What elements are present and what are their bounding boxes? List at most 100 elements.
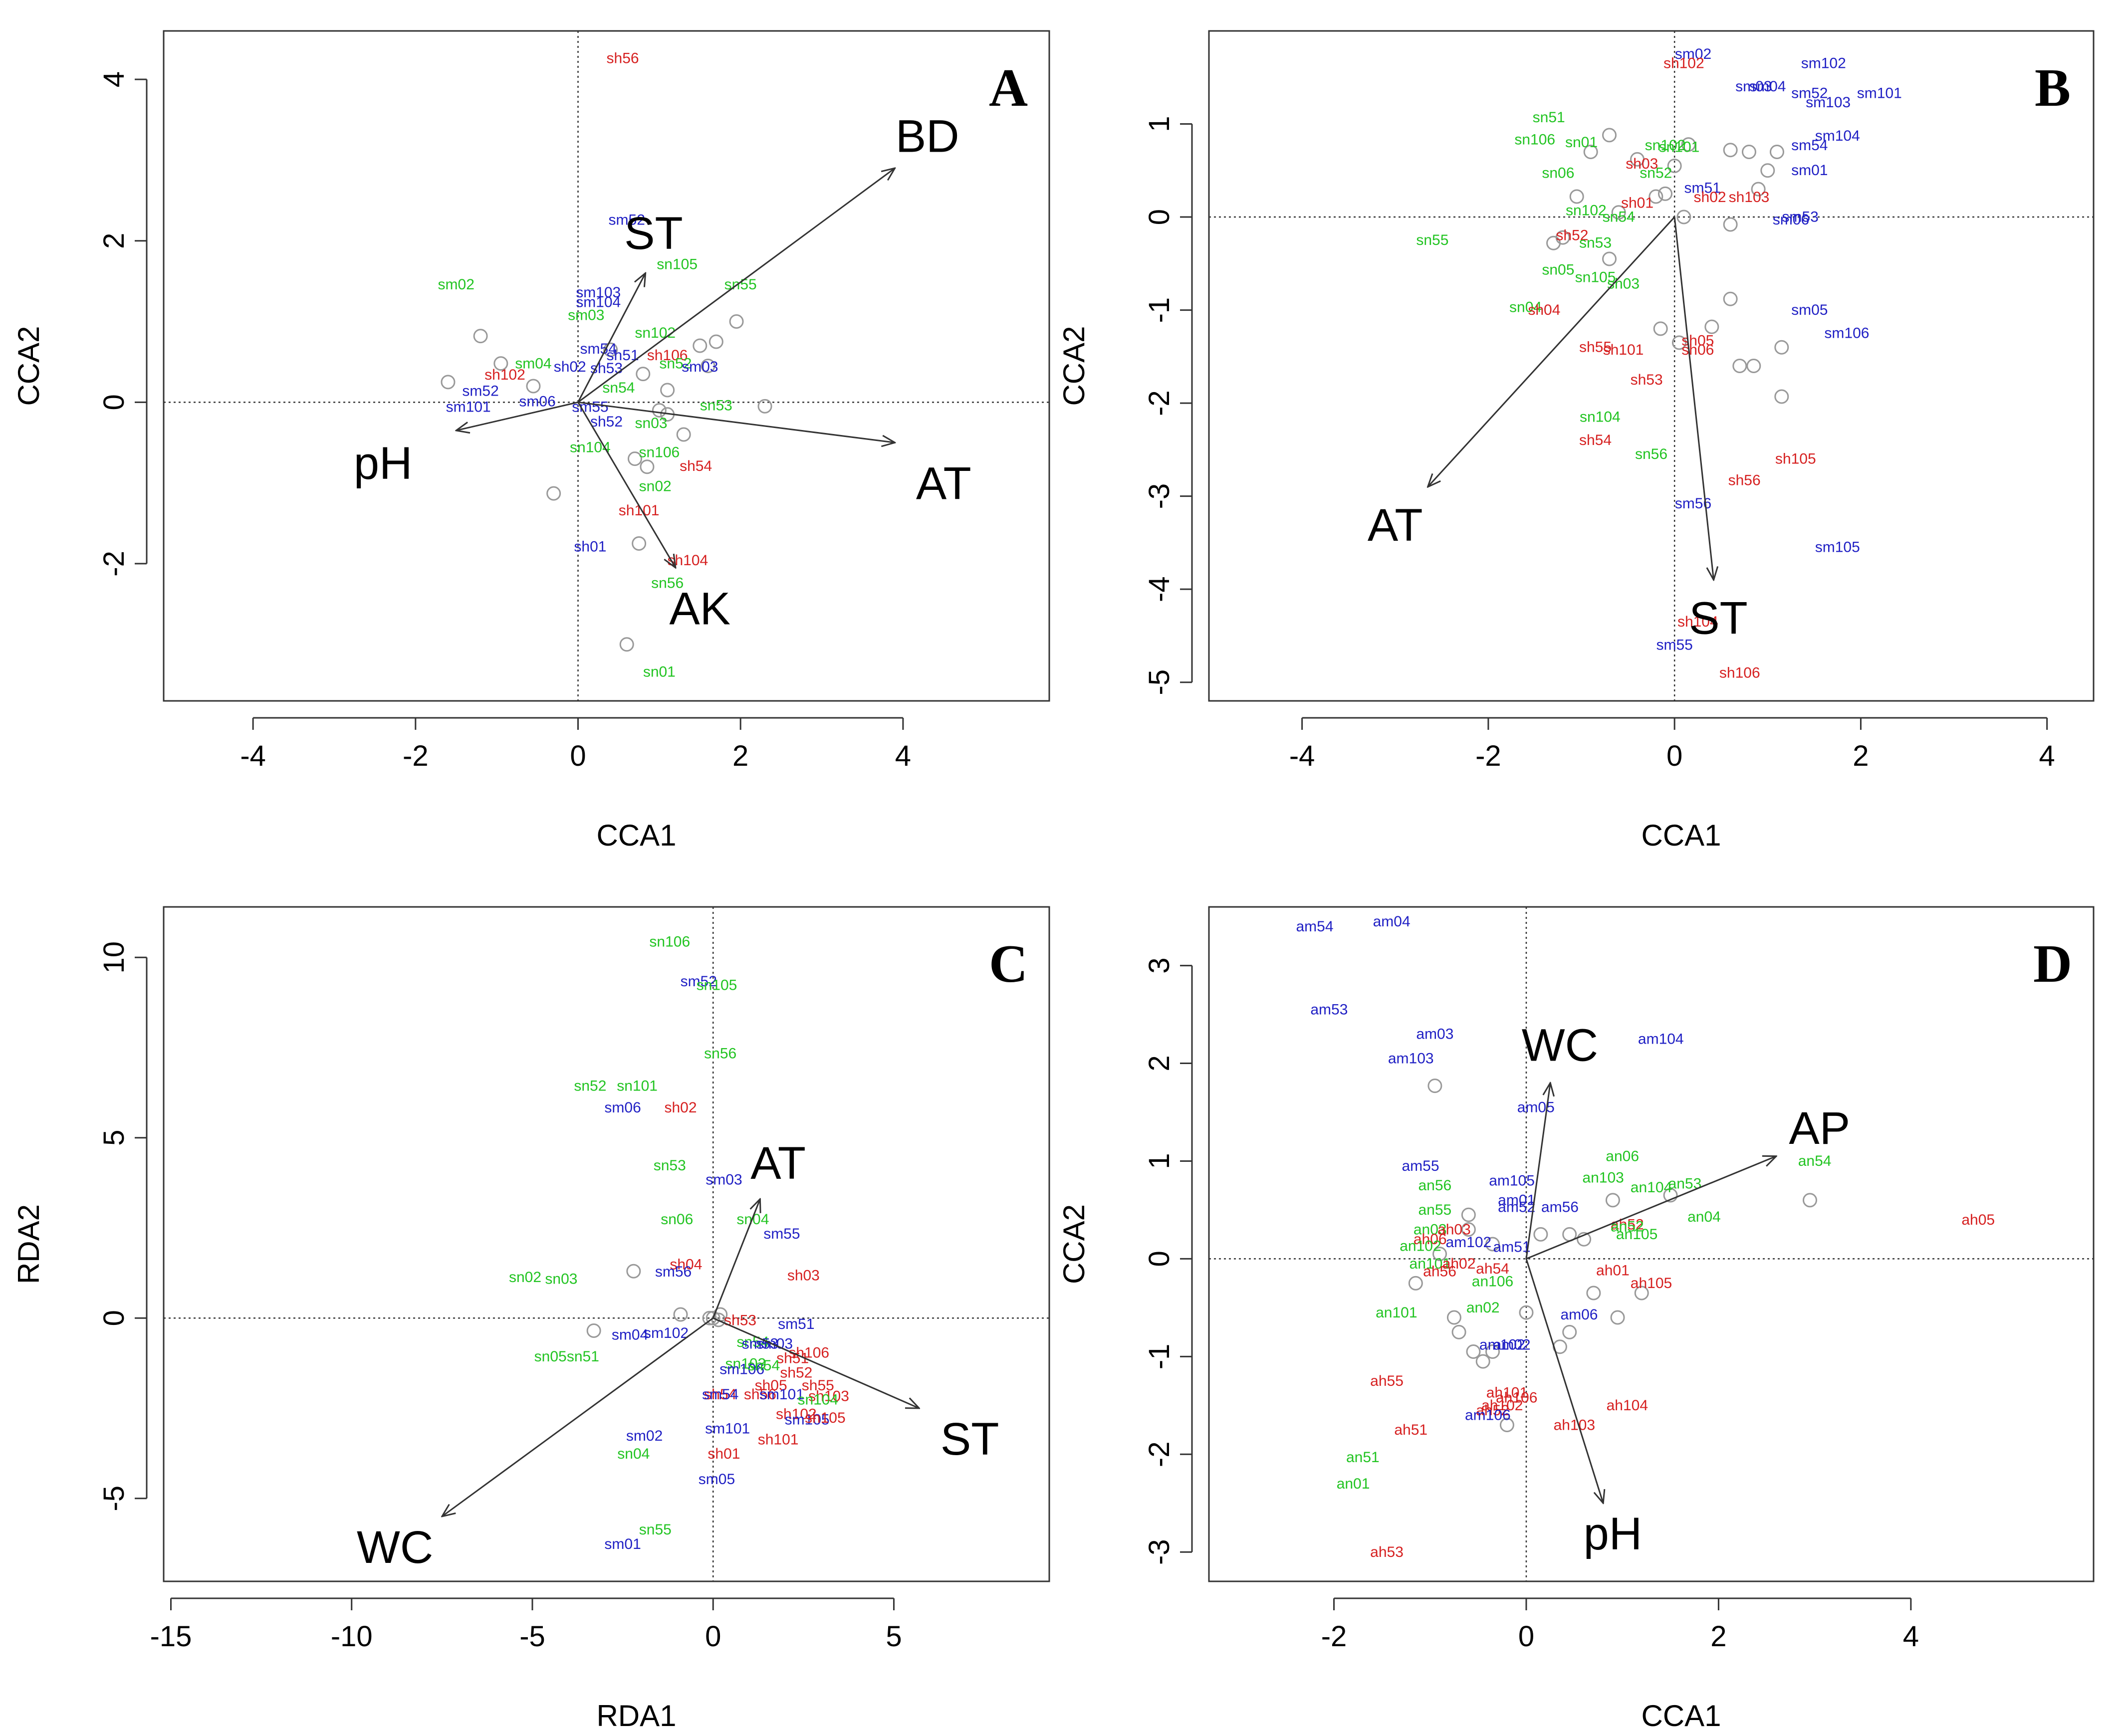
sample-point [640, 459, 655, 474]
sample-point [1676, 210, 1691, 224]
point-label: sh106 [1719, 664, 1760, 681]
point-label: sm105 [1815, 539, 1860, 556]
point-label: sn06 [1542, 165, 1574, 182]
point-label: am102 [1479, 1337, 1525, 1353]
x-tick-label: 4 [1903, 1620, 1919, 1653]
point-label: an103 [1582, 1170, 1624, 1186]
point-label: sm52 [609, 212, 645, 228]
point-label: an04 [1687, 1209, 1721, 1225]
point-label: sn55 [1416, 232, 1448, 248]
y-tick-label: -1 [1143, 297, 1176, 323]
x-tick-label: -10 [331, 1620, 373, 1653]
panel-letter: D [2033, 934, 2072, 994]
point-label: sn02 [639, 478, 672, 494]
point-label: sn01 [1565, 134, 1598, 151]
point-label: sh03 [787, 1267, 820, 1284]
sample-point [1446, 1310, 1461, 1325]
point-label: sm104 [1815, 128, 1860, 144]
point-label: sm102 [1801, 55, 1846, 72]
point-label: sh06 [1681, 342, 1714, 358]
point-label: sh102 [484, 367, 525, 383]
point-label: sm06 [604, 1099, 641, 1116]
point-label: sm04 [612, 1327, 648, 1343]
point-label: an55 [1418, 1202, 1452, 1218]
y-tick-label: 1 [1143, 116, 1176, 132]
point-label: ah102 [1481, 1397, 1523, 1414]
point-label: sn51 [1533, 109, 1565, 126]
point-label: sm05 [1791, 302, 1828, 318]
point-label: ah101 [1486, 1385, 1528, 1401]
point-label: ah106 [1496, 1389, 1537, 1406]
vector-arrow [712, 1317, 919, 1408]
point-label: sh01 [708, 1446, 740, 1462]
point-label: sn05 [1542, 262, 1574, 278]
point-label: sm54 [702, 1386, 738, 1403]
x-tick-label: 4 [2039, 740, 2055, 772]
x-axis-title: CCA1 [1641, 819, 1721, 852]
vector-label: ST [1689, 593, 1748, 644]
point-label: sm101 [1857, 85, 1902, 101]
vector-arrow [1525, 1083, 1550, 1259]
sample-point [1577, 1232, 1592, 1247]
plot-frame [163, 906, 1050, 1582]
y-tick-label: -3 [1143, 1539, 1176, 1565]
x-tick-label: 0 [705, 1620, 721, 1653]
point-label: sn54 [1603, 209, 1635, 225]
sample-point [1671, 335, 1686, 350]
point-label: sn103 [725, 1355, 766, 1372]
y-tick-label: 5 [98, 1130, 130, 1146]
point-label: sh52 [590, 414, 623, 430]
vector-label: BD [896, 111, 959, 162]
point-label: sh101 [1603, 342, 1644, 358]
vector-arrow [577, 402, 676, 568]
x-tick-label: 0 [1666, 740, 1682, 772]
point-label: sn104 [570, 439, 611, 456]
point-label: am03 [1416, 1026, 1453, 1043]
point-label: sm02 [438, 276, 474, 293]
point-label: sm54 [580, 341, 617, 357]
point-label: sm01 [1791, 162, 1828, 179]
sample-point [1630, 152, 1645, 167]
point-label: sm53 [1782, 209, 1818, 225]
x-tick-label: 0 [570, 740, 586, 772]
panel-d: -2 0 2 4 CCA1 -3 -2 -1 0 1 2 3 CCA2 am54 am04 am53 am03 a… [1057, 906, 2095, 1733]
point-label: sn102 [635, 325, 676, 341]
point-label: sn102 [1566, 202, 1607, 218]
vector-arrow [1673, 217, 1713, 580]
y-axis-title: CCA2 [12, 326, 45, 406]
point-label: ah54 [1476, 1261, 1509, 1277]
point-label: sm06 [1773, 212, 1809, 228]
point-label: sn03 [635, 415, 668, 432]
point-label: sn02 [509, 1269, 541, 1286]
y-axis-title: RDA2 [12, 1204, 45, 1284]
sample-point [1427, 1079, 1442, 1093]
sample-point [652, 403, 667, 418]
sample-point [1634, 1286, 1649, 1301]
vector-label: pH [354, 438, 413, 489]
point-label: sn102 [1645, 137, 1686, 154]
sample-point [526, 379, 541, 394]
point-label: sn52 [1640, 165, 1672, 182]
vector-label: AP [1789, 1103, 1850, 1154]
point-label: sn56 [704, 1046, 736, 1062]
point-label: sn56 [1635, 446, 1667, 462]
point-label: am04 [1373, 913, 1411, 930]
vector-label: AT [916, 458, 971, 509]
point-label: sm02 [626, 1428, 663, 1444]
panel-letter: A [989, 58, 1028, 118]
sample-point [709, 334, 723, 349]
point-label: ah56 [1423, 1264, 1456, 1280]
point-label: sh54 [1579, 432, 1612, 448]
sample-point [660, 383, 675, 398]
point-label: sm03 [568, 307, 604, 323]
plot-frame [1208, 906, 2095, 1582]
point-label: sm55 [1656, 637, 1692, 653]
panel-letter: C [989, 934, 1028, 994]
point-label: an02 [1466, 1300, 1500, 1316]
x-axis-title: CCA1 [1641, 1699, 1721, 1733]
point-label: sh01 [1621, 195, 1654, 211]
point-label: ah52 [1611, 1217, 1644, 1233]
y-tick-label: -5 [98, 1486, 130, 1512]
sample-point [1562, 1324, 1577, 1339]
